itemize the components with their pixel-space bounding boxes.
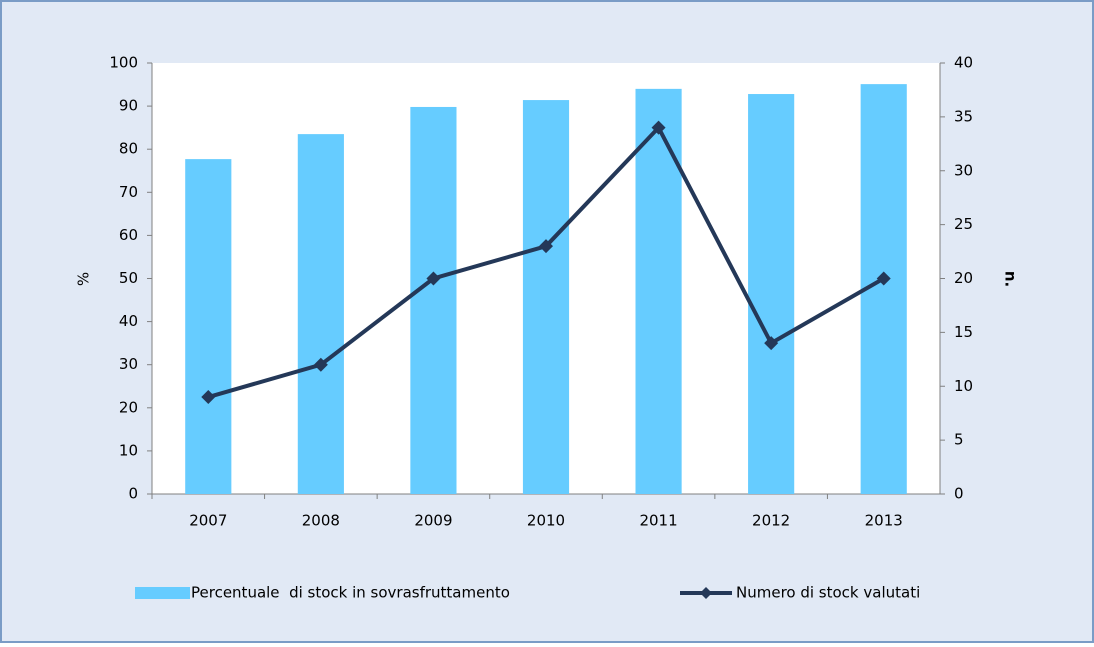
y-tick-label: 0	[128, 485, 138, 503]
y-axis-label: %	[75, 272, 93, 286]
y-tick-label: 80	[119, 140, 138, 158]
y-tick-label: 100	[109, 54, 138, 72]
bar	[748, 94, 795, 495]
bar	[410, 106, 457, 494]
y-tick-label: 70	[119, 183, 138, 201]
bar	[522, 100, 570, 494]
legend-marker	[700, 587, 712, 599]
x-tick-label: 2007	[189, 512, 227, 530]
y-tick-label: 50	[119, 269, 138, 287]
y2-axis-label: n.	[1002, 271, 1020, 287]
marker	[651, 120, 666, 135]
y2-tick-label: 15	[954, 323, 973, 341]
marker	[426, 271, 441, 286]
x-tick-label: 2008	[302, 512, 340, 530]
y2-tick-label: 10	[954, 377, 973, 395]
y-tick-label: 20	[119, 398, 138, 416]
x-tick-label: 2012	[752, 512, 790, 530]
marker	[764, 336, 779, 351]
y2-tick-label: 30	[954, 161, 973, 179]
x-tick-label: 2010	[527, 512, 565, 530]
y-tick-label: 60	[119, 226, 138, 244]
y2-tick-label: 5	[954, 431, 964, 449]
y2-tick-label: 0	[954, 485, 964, 503]
y2-tick-label: 40	[954, 54, 973, 72]
bar	[185, 159, 232, 494]
x-tick-label: 2013	[865, 512, 903, 530]
y-tick-label: 30	[119, 355, 138, 373]
marker	[201, 390, 216, 405]
bar	[297, 134, 344, 495]
marker	[539, 239, 553, 254]
marker	[313, 357, 328, 372]
y-tick-label: 10	[119, 441, 138, 459]
x-tick-label: 2011	[639, 512, 677, 530]
legend-label: Numero di stock valutati	[736, 584, 920, 602]
y-tick-label: 40	[119, 312, 138, 330]
marker	[876, 271, 891, 286]
y2-tick-label: 35	[954, 107, 973, 125]
y-tick-label: 90	[119, 97, 138, 115]
bar	[635, 88, 682, 495]
y2-tick-label: 25	[954, 215, 973, 233]
x-tick-label: 2009	[414, 512, 452, 530]
legend-swatch	[135, 587, 190, 599]
y2-tick-label: 20	[954, 269, 973, 287]
legend-label: Percentuale di stock in sovrasfruttament…	[191, 584, 510, 602]
